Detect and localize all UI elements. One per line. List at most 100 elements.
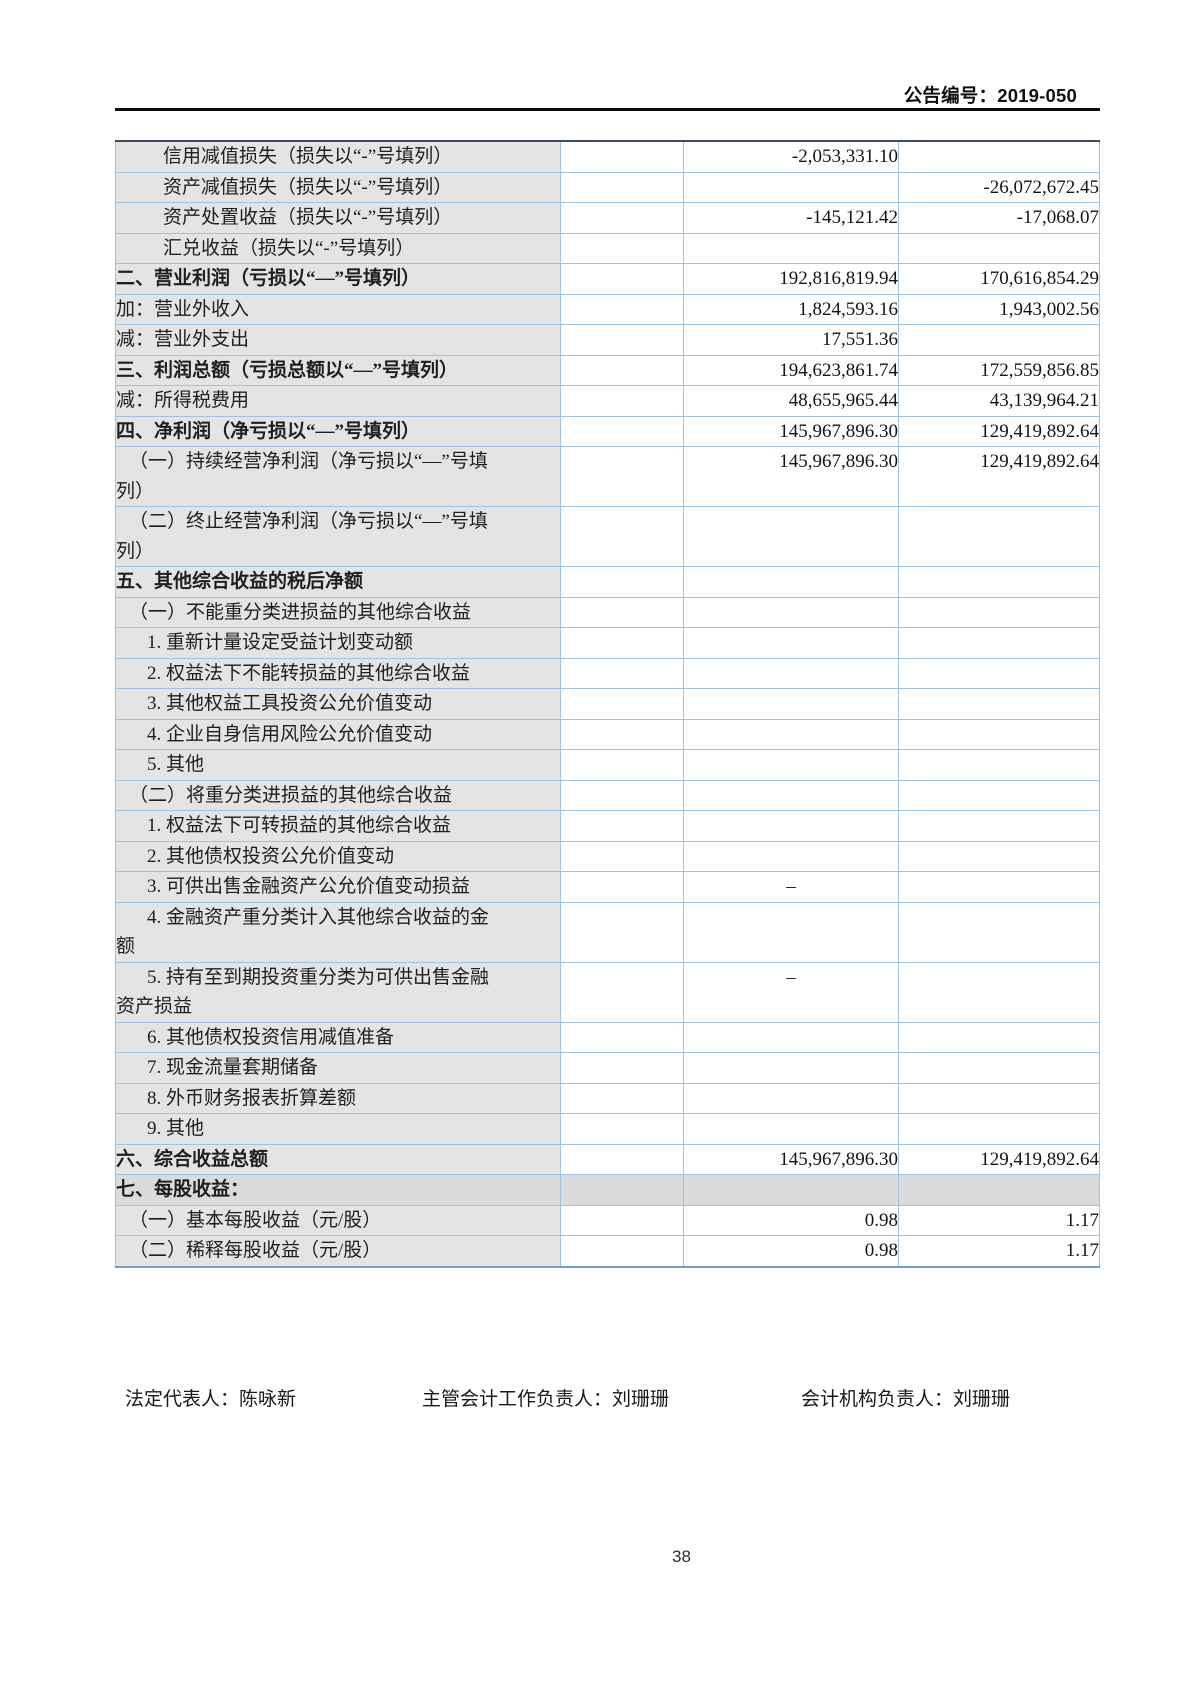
prior-period-value (898, 324, 1100, 356)
note-cell (560, 140, 684, 173)
current-period-value (683, 840, 899, 872)
note-cell (560, 1174, 684, 1206)
current-period-value: – (683, 961, 899, 1023)
current-period-value: – (683, 871, 899, 903)
note-cell (560, 1021, 684, 1053)
current-period-value: -2,053,331.10 (683, 140, 899, 173)
row-label: 六、综合收益总额 (115, 1143, 561, 1175)
note-cell (560, 627, 684, 659)
table-row: 资产处置收益（损失以“-”号填列） -145,121.42 -17,068.07 (115, 202, 1100, 234)
prior-period-value (898, 1174, 1100, 1206)
prior-period-value (898, 810, 1100, 842)
prior-period-value: 1,943,002.56 (898, 293, 1100, 325)
note-cell (560, 293, 684, 325)
table-row: 5. 其他 (115, 749, 1100, 781)
note-cell (560, 1082, 684, 1114)
prior-period-value (898, 506, 1100, 567)
note-cell (560, 1052, 684, 1084)
prior-period-value (898, 1021, 1100, 1053)
note-cell (560, 810, 684, 842)
table-row: 4. 企业自身信用风险公允价值变动 (115, 718, 1100, 750)
prior-period-value (898, 232, 1100, 264)
signature-line: 法定代表人：陈咏新 主管会计工作负责人：刘珊珊 会计机构负责人：刘珊珊 (0, 1384, 1200, 1410)
row-label: 1. 重新计量设定受益计划变动额 (115, 627, 561, 659)
current-period-value (683, 566, 899, 598)
row-label: 资产处置收益（损失以“-”号填列） (115, 202, 561, 234)
row-label: 2. 其他债权投资公允价值变动 (115, 840, 561, 872)
accounting-org-head-text: 会计机构负责人：刘珊珊 (801, 1389, 1011, 1410)
note-cell (560, 749, 684, 781)
header-divider-line (115, 108, 1100, 111)
row-label: 减：所得税费用 (115, 385, 561, 417)
current-period-value: 145,967,896.30 (683, 1143, 899, 1175)
row-label: 2. 权益法下不能转损益的其他综合收益 (115, 657, 561, 689)
current-period-value (683, 810, 899, 842)
table-row: 2. 其他债权投资公允价值变动 (115, 840, 1100, 872)
table-row: 8. 外币财务报表折算差额 (115, 1082, 1100, 1114)
current-period-value (683, 506, 899, 567)
note-cell (560, 657, 684, 689)
note-cell (560, 718, 684, 750)
prior-period-value (898, 718, 1100, 750)
current-period-value (683, 232, 899, 264)
prior-period-value (898, 596, 1100, 628)
current-period-value (683, 596, 899, 628)
prior-period-value (898, 566, 1100, 598)
prior-period-value (898, 779, 1100, 811)
row-label: 加：营业外收入 (115, 293, 561, 325)
prior-period-value (898, 1113, 1100, 1145)
prior-period-value (898, 901, 1100, 963)
table-row: 五、其他综合收益的税后净额 (115, 566, 1100, 598)
prior-period-value: 1.17 (898, 1235, 1100, 1267)
row-label: 汇兑收益（损失以“-”号填列） (115, 232, 561, 264)
note-cell (560, 1204, 684, 1236)
prior-period-value (898, 749, 1100, 781)
note-cell (560, 596, 684, 628)
table-row: 3. 可供出售金融资产公允价值变动损益 – (115, 871, 1100, 903)
page-number: 38 (672, 1547, 691, 1566)
table-row: 1. 重新计量设定受益计划变动额 (115, 627, 1100, 659)
legal-representative-text: 法定代表人：陈咏新 (125, 1389, 297, 1410)
row-label: 资产减值损失（损失以“-”号填列） (115, 171, 561, 203)
prior-period-value: 172,559,856.85 (898, 354, 1100, 386)
current-period-value (683, 1174, 899, 1206)
row-label: 三、利润总额（亏损总额以“—”号填列） (115, 354, 561, 386)
current-period-value: 145,967,896.30 (683, 415, 899, 447)
current-period-value (683, 627, 899, 659)
row-label: （二）稀释每股收益（元/股） (115, 1235, 561, 1267)
prior-period-value: 170,616,854.29 (898, 263, 1100, 295)
current-period-value (683, 749, 899, 781)
current-period-value (683, 718, 899, 750)
note-cell (560, 1143, 684, 1175)
prior-period-value (898, 840, 1100, 872)
table-row: （一）基本每股收益（元/股） 0.98 1.17 (115, 1204, 1100, 1236)
table-row: 汇兑收益（损失以“-”号填列） (115, 232, 1100, 264)
table-row: 六、综合收益总额 145,967,896.30 129,419,892.64 (115, 1143, 1100, 1175)
table-row: 9. 其他 (115, 1113, 1100, 1145)
row-label: 3. 可供出售金融资产公允价值变动损益 (115, 871, 561, 903)
current-period-value (683, 1021, 899, 1053)
note-cell (560, 415, 684, 447)
row-label: 七、每股收益： (115, 1174, 561, 1206)
table-row: 加：营业外收入 1,824,593.16 1,943,002.56 (115, 293, 1100, 325)
accounting-work-head-text: 主管会计工作负责人：刘珊珊 (422, 1389, 670, 1410)
current-period-value (683, 657, 899, 689)
income-statement-table: 信用减值损失（损失以“-”号填列） -2,053,331.10 资产减值损失（损失以… (115, 140, 1100, 1268)
row-label: 5. 其他 (115, 749, 561, 781)
note-cell (560, 506, 684, 567)
current-period-value: -145,121.42 (683, 202, 899, 234)
current-period-value: 194,623,861.74 (683, 354, 899, 386)
prior-period-value (898, 688, 1100, 720)
note-cell (560, 446, 684, 507)
row-label: 五、其他综合收益的税后净额 (115, 566, 561, 598)
note-cell (560, 1235, 684, 1267)
prior-period-value: 129,419,892.64 (898, 446, 1100, 507)
table-row: 5. 持有至到期投资重分类为可供出售金融 资产损益 – (115, 961, 1100, 1023)
current-period-value (683, 1082, 899, 1114)
note-cell (560, 171, 684, 203)
current-period-value (683, 1052, 899, 1084)
row-label: 二、营业利润（亏损以“—”号填列） (115, 263, 561, 295)
row-label: （一）不能重分类进损益的其他综合收益 (115, 596, 561, 628)
prior-period-value (898, 1052, 1100, 1084)
table-row: 信用减值损失（损失以“-”号填列） -2,053,331.10 (115, 140, 1100, 173)
